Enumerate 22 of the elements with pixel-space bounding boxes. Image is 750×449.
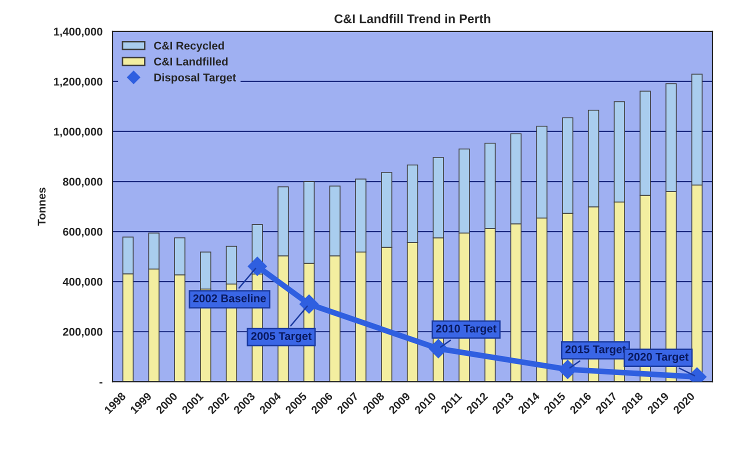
annotation: 2010 Target xyxy=(436,324,496,335)
legend-label: Disposal Target xyxy=(154,73,236,84)
point xyxy=(248,256,267,276)
y-tick-label: 1,000,000 xyxy=(54,128,102,138)
y-tick-label: 600,000 xyxy=(63,228,102,238)
annotation: 2020 Target xyxy=(628,352,689,364)
point xyxy=(300,294,319,314)
y-tick-label: 1,200,000 xyxy=(54,78,102,88)
y-tick-label: 1,400,000 xyxy=(54,28,102,38)
annotation: 2005 Target xyxy=(251,332,312,342)
legend-label: C&I Recycled xyxy=(154,41,224,52)
y-tick-label: - xyxy=(100,382,102,384)
annotation: 2002 Baseline xyxy=(193,294,266,302)
y-axis-title: Tonnes xyxy=(38,188,46,226)
legend-label: C&I Landfilled xyxy=(154,57,228,66)
annotation: 2015 Target xyxy=(565,345,626,356)
y-tick-label: 400,000 xyxy=(62,278,102,288)
point xyxy=(558,360,578,379)
chart-title: C&I Landfill Trend in Perth xyxy=(334,14,490,24)
y-tick-label: 200,000 xyxy=(63,328,102,338)
point xyxy=(428,339,448,358)
y-tick-label: 800,000 xyxy=(62,178,102,188)
